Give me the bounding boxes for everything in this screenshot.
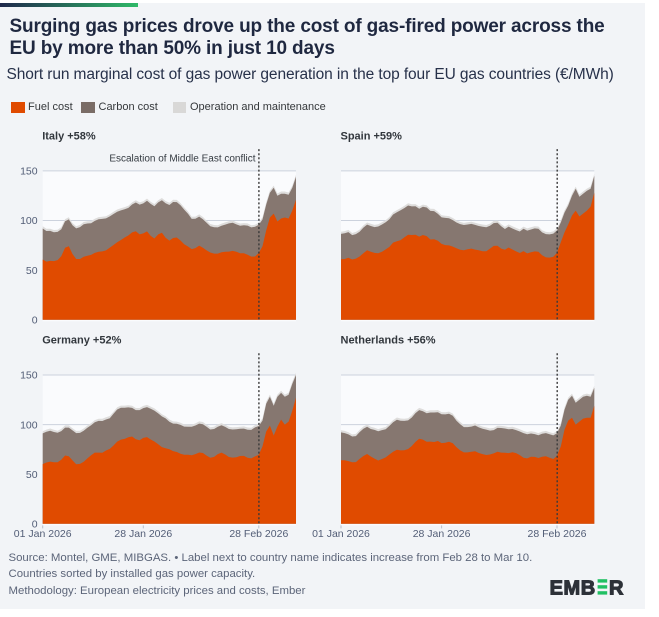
svg-text:28 Feb 2026: 28 Feb 2026 <box>229 528 288 540</box>
svg-text:50: 50 <box>26 265 38 277</box>
svg-text:28 Feb 2026: 28 Feb 2026 <box>528 528 587 540</box>
svg-text:01 Jan 2026: 01 Jan 2026 <box>312 528 370 540</box>
svg-text:100: 100 <box>20 419 38 431</box>
svg-text:28 Jan 2026: 28 Jan 2026 <box>413 528 471 540</box>
svg-text:Netherlands +56%: Netherlands +56% <box>341 335 436 347</box>
svg-text:50: 50 <box>26 469 38 481</box>
svg-text:01 Jan 2026: 01 Jan 2026 <box>14 528 72 540</box>
svg-text:0: 0 <box>32 519 38 531</box>
svg-text:EMB: EMB <box>550 578 596 598</box>
svg-text:0: 0 <box>32 314 38 326</box>
svg-text:R: R <box>609 578 624 598</box>
svg-text:Germany +52%: Germany +52% <box>42 335 121 347</box>
svg-text:100: 100 <box>20 215 38 227</box>
svg-text:150: 150 <box>20 166 38 178</box>
svg-text:28 Jan 2026: 28 Jan 2026 <box>114 528 172 540</box>
svg-text:Italy +58%: Italy +58% <box>42 131 96 143</box>
svg-text:Escalation of Middle East conf: Escalation of Middle East conflict <box>109 154 255 165</box>
svg-text:Spain +59%: Spain +59% <box>341 131 403 143</box>
svg-text:150: 150 <box>20 370 38 382</box>
